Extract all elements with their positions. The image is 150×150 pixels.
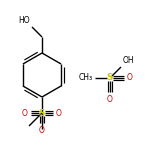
Text: CH₃: CH₃ xyxy=(79,74,93,82)
Text: O: O xyxy=(22,108,28,117)
Text: S: S xyxy=(107,74,113,82)
Text: O: O xyxy=(39,126,45,135)
Text: O: O xyxy=(107,95,113,104)
Text: O: O xyxy=(127,74,133,82)
Text: HO: HO xyxy=(18,16,30,25)
Text: OH: OH xyxy=(123,56,135,65)
Text: S: S xyxy=(39,108,45,117)
Text: O: O xyxy=(56,108,62,117)
